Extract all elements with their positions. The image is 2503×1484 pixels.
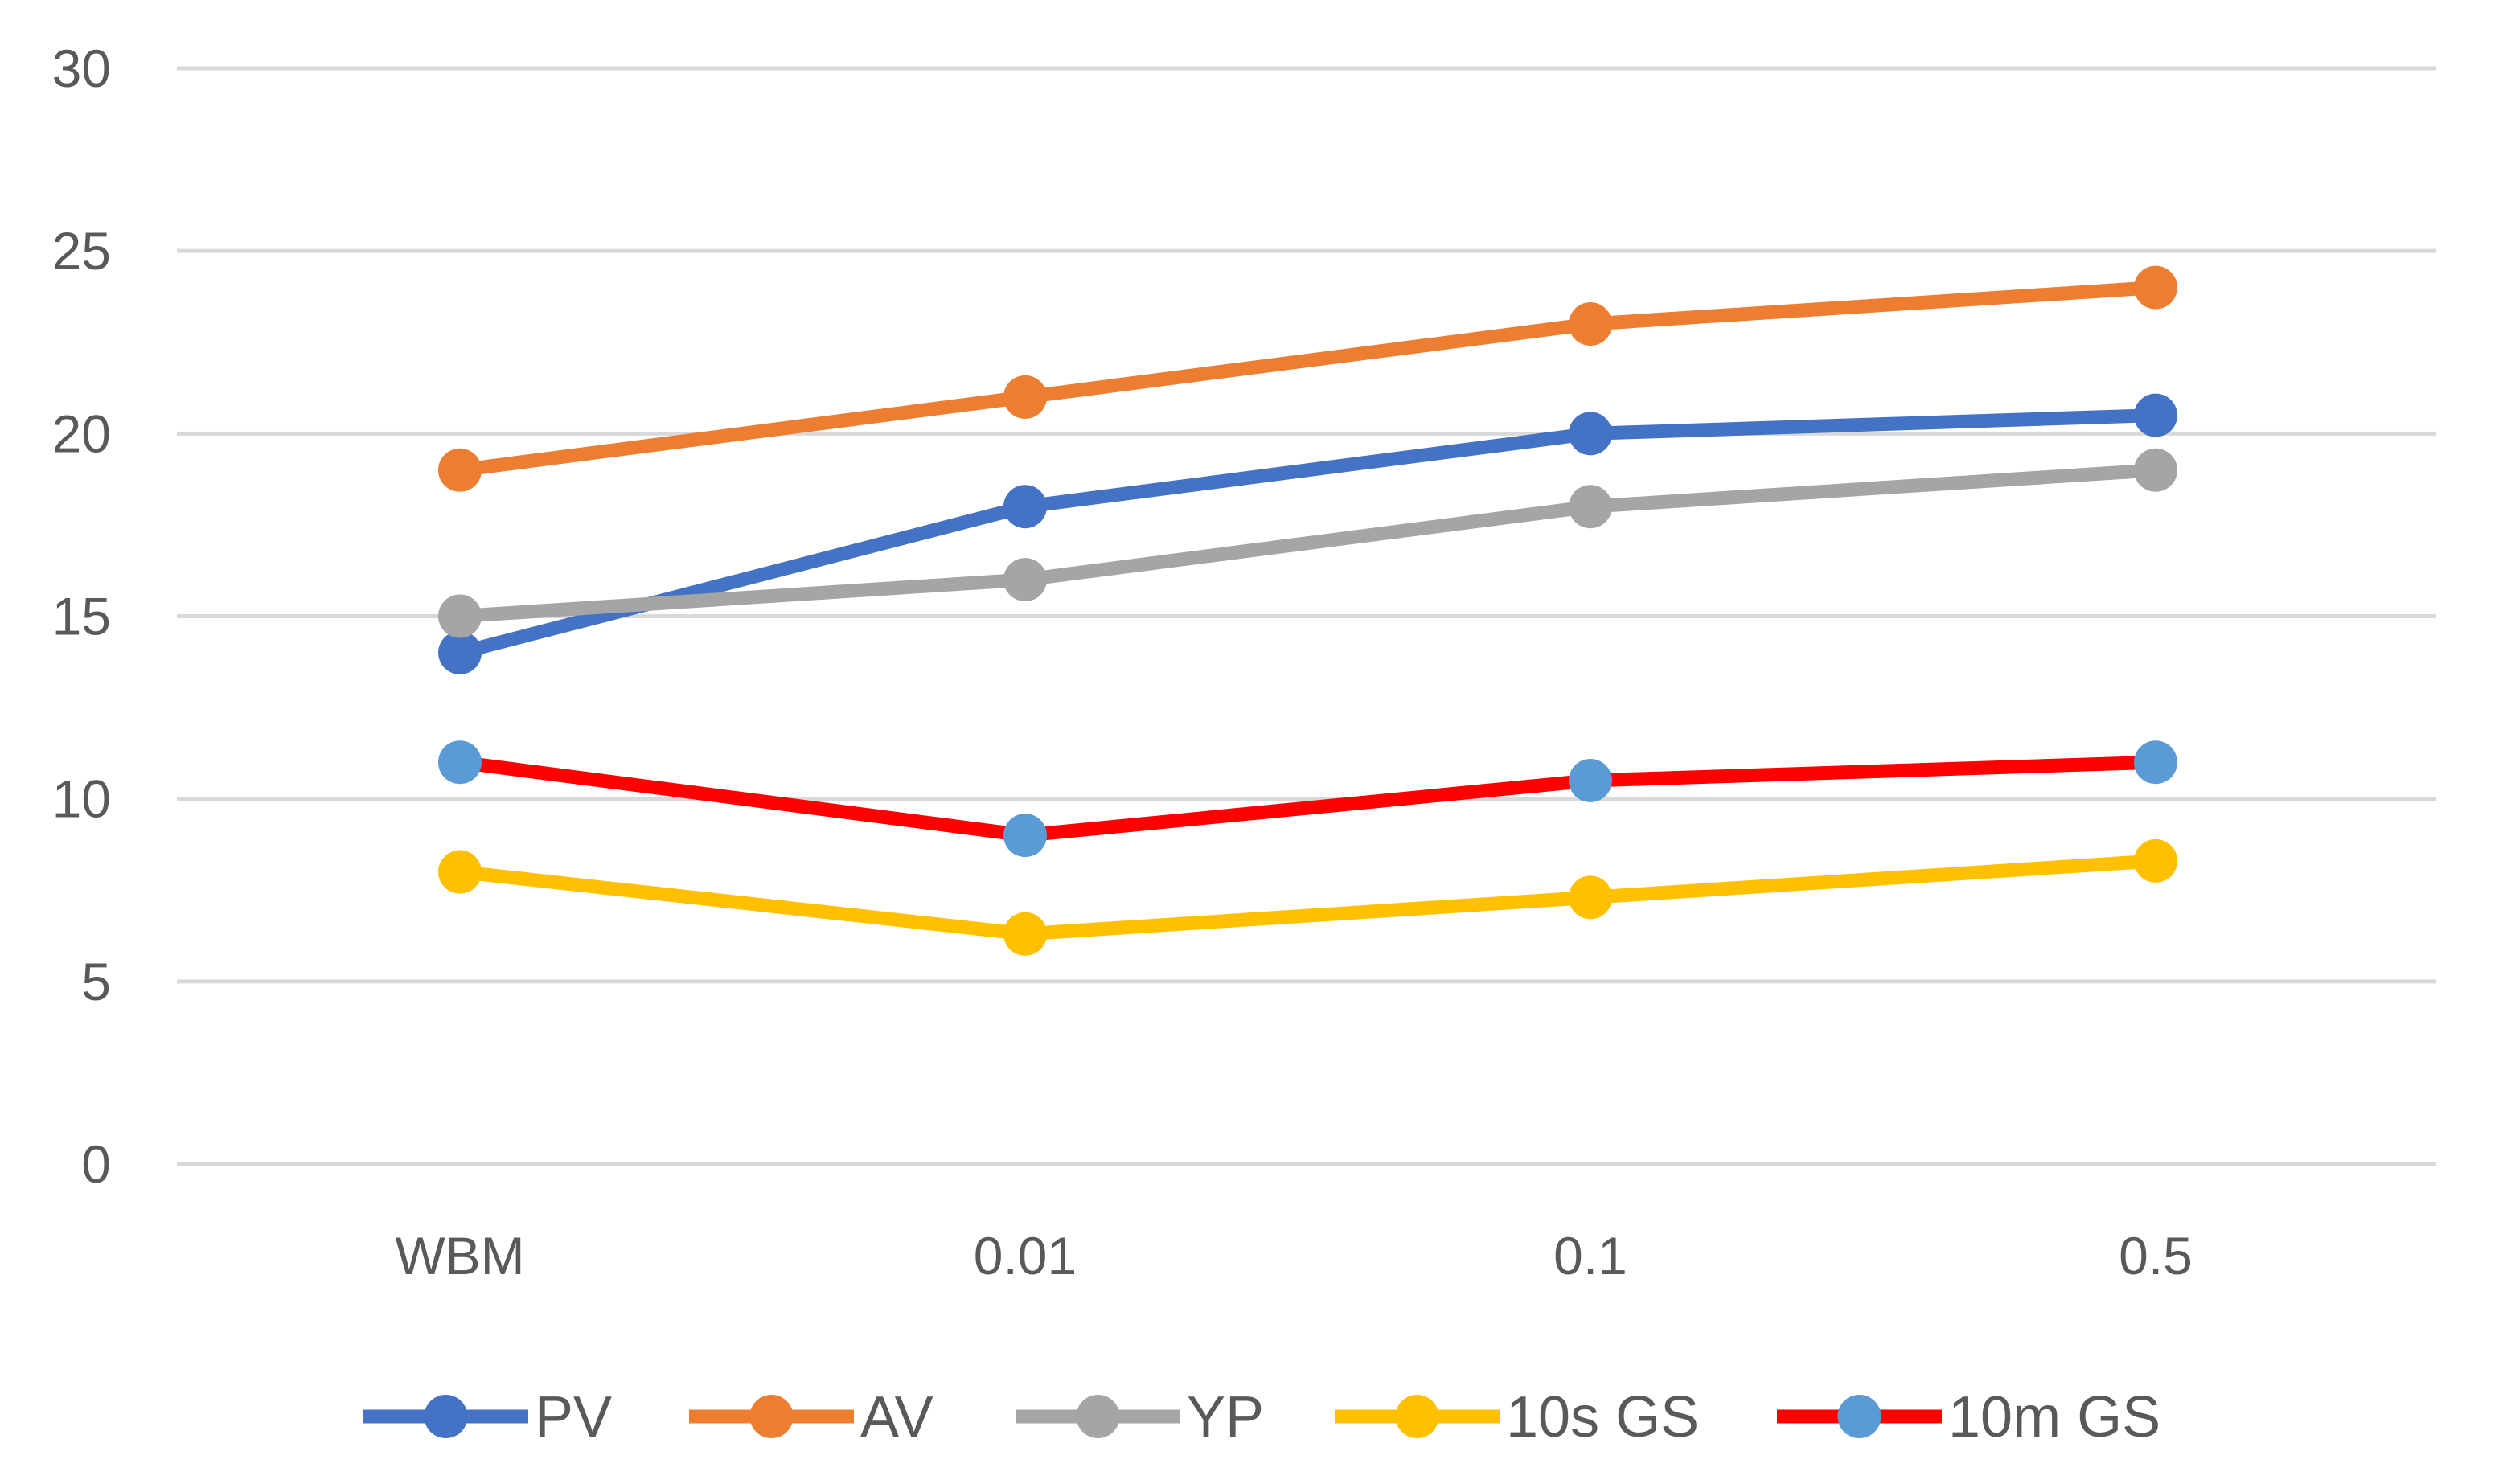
legend-item-yp: YP (1016, 1385, 1264, 1449)
data-point-yp (2134, 448, 2177, 492)
series-line-yp (453, 463, 2163, 623)
legend-swatch-marker (1076, 1395, 1120, 1438)
data-point-yp (1003, 558, 1047, 602)
y-tick-label: 15 (52, 587, 111, 646)
x-tick-label: 0.5 (2119, 1226, 2193, 1285)
legend-item-10m-gs: 10m GS (1777, 1385, 2160, 1449)
series-yp (438, 448, 2177, 638)
data-point-10m-gs (438, 740, 482, 785)
data-point-pv (1569, 412, 1612, 456)
data-point-10s-gs (1003, 912, 1047, 956)
data-point-10m-gs (2134, 740, 2177, 785)
legend-item-10s-gs: 10s GS (1335, 1385, 1699, 1449)
data-point-10s-gs (2134, 838, 2177, 883)
data-point-av (1003, 375, 1047, 419)
legend-swatch-marker (749, 1395, 794, 1438)
series-line-10s-gs (453, 854, 2163, 941)
series-line-10m-gs (453, 755, 2163, 842)
legend-swatch-marker (1395, 1395, 1439, 1438)
x-tick-label: 0.01 (974, 1226, 1077, 1285)
legend-label: PV (535, 1385, 612, 1449)
series-line-av (453, 281, 2163, 478)
data-point-yp (438, 594, 482, 638)
legend-label: 10s GS (1506, 1385, 1699, 1449)
series-line-pv (453, 408, 2163, 660)
y-tick-label: 5 (81, 952, 111, 1011)
data-point-yp (1569, 485, 1612, 529)
legend-item-pv: PV (363, 1385, 612, 1449)
y-tick-label: 30 (52, 39, 111, 98)
x-tick-label: 0.1 (1553, 1226, 1627, 1285)
data-point-10s-gs (438, 850, 482, 894)
legend: PV AV YP 10s GS 10m GS (363, 1385, 2160, 1449)
y-tick-label: 0 (81, 1134, 111, 1194)
y-tick-label: 20 (52, 404, 111, 463)
y-axis-tick-labels: 0 5 10 15 20 25 30 (52, 39, 111, 1194)
y-tick-label: 10 (52, 769, 111, 829)
data-point-10m-gs (1569, 758, 1612, 802)
series-lines (438, 265, 2177, 956)
legend-label: AV (860, 1385, 933, 1449)
data-point-10s-gs (1569, 875, 1612, 920)
data-point-av (2134, 265, 2177, 310)
data-point-av (1569, 302, 1612, 346)
x-axis-tick-labels: WBM 0.01 0.1 0.5 (395, 1226, 2193, 1285)
series-10m-gs (438, 740, 2177, 858)
data-point-10m-gs (1003, 814, 1047, 858)
data-point-av (438, 448, 482, 492)
legend-item-av: AV (689, 1385, 933, 1449)
x-tick-label: WBM (395, 1226, 524, 1285)
y-tick-label: 25 (52, 221, 111, 281)
legend-swatch-marker (424, 1395, 468, 1438)
data-point-pv (1003, 485, 1047, 529)
legend-swatch-marker (1837, 1395, 1881, 1438)
data-point-pv (438, 630, 482, 674)
series-pv (438, 393, 2177, 674)
data-point-pv (2134, 393, 2177, 437)
series-10s-gs (438, 838, 2177, 956)
legend-label: YP (1187, 1385, 1264, 1449)
series-av (438, 265, 2177, 492)
legend-label: 10m GS (1948, 1385, 2160, 1449)
